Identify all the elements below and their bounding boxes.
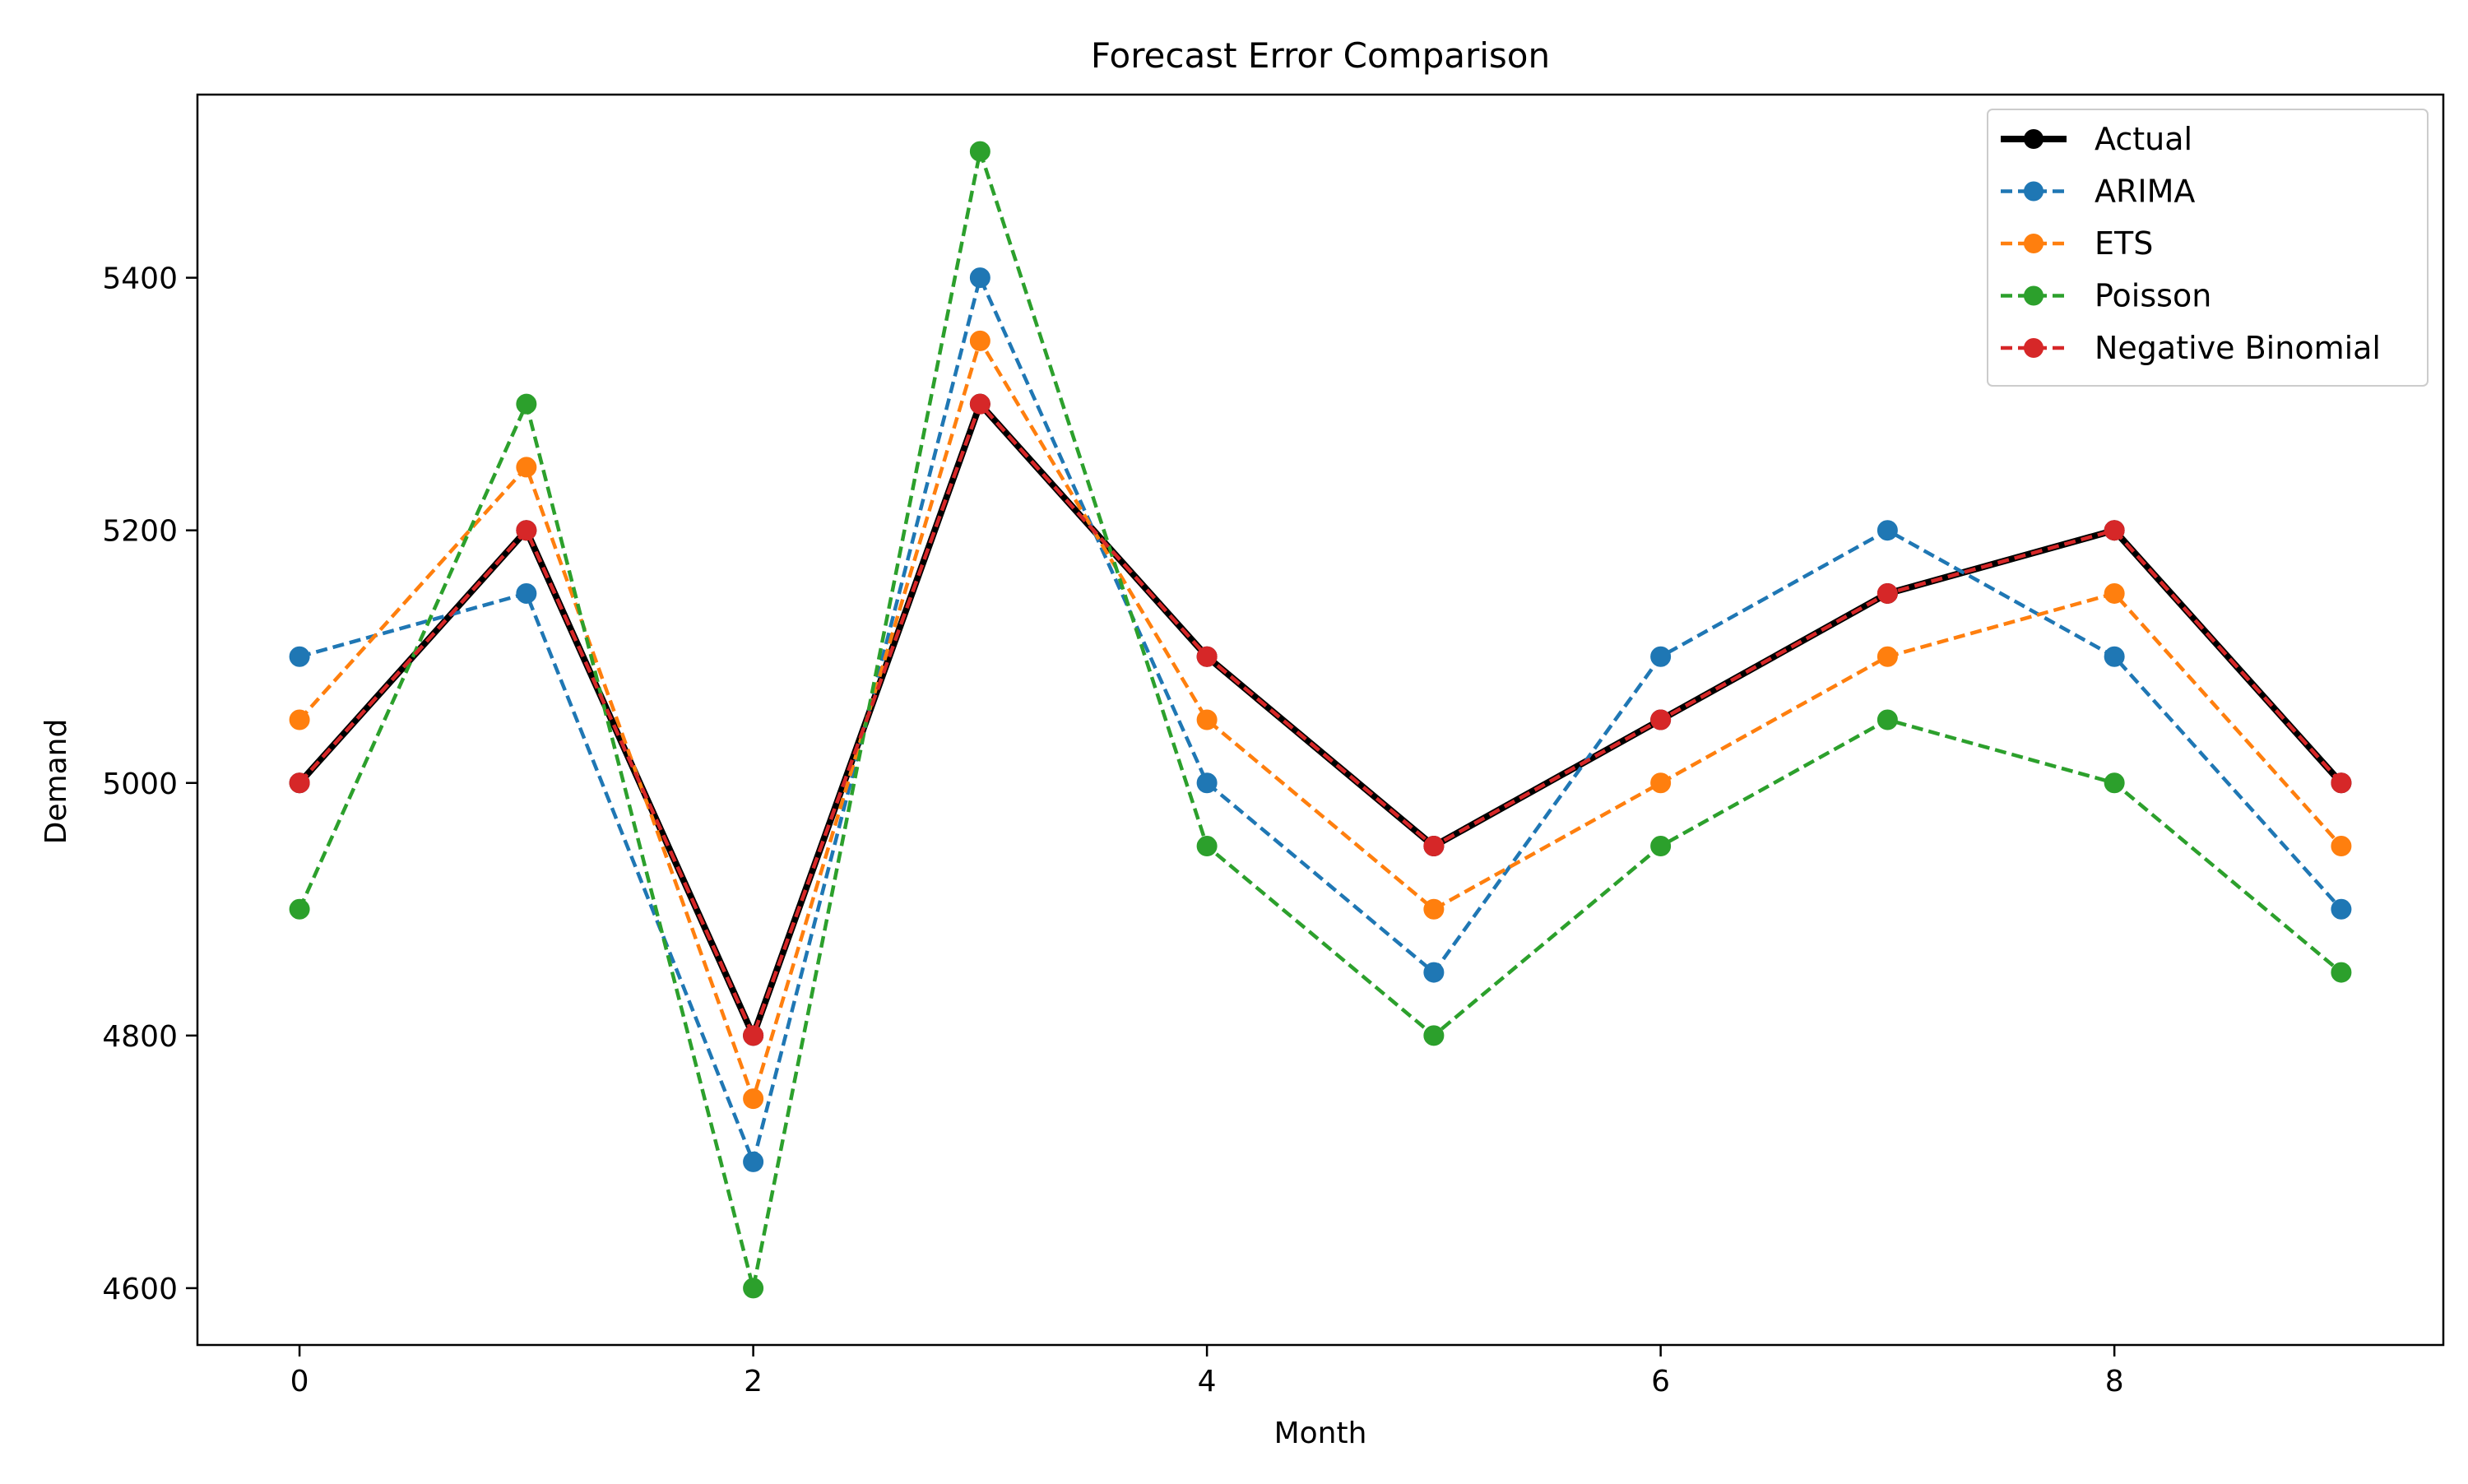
data-point-arima [1196, 772, 1218, 794]
x-tick-label: 0 [290, 1365, 309, 1398]
data-point-ets [1650, 772, 1672, 794]
data-point-ets [2104, 582, 2125, 604]
y-tick-label: 4800 [102, 1020, 178, 1054]
data-point-ets [1877, 646, 1898, 667]
legend-entry-ets: ETS [2001, 225, 2153, 262]
x-tick-label: 8 [2105, 1365, 2124, 1398]
data-point-arima [2331, 898, 2352, 920]
series-arima [289, 267, 2352, 1172]
data-point-arima [743, 1151, 764, 1172]
data-point-negative-binomial [1650, 709, 1672, 730]
legend-entry-negative-binomial: Negative Binomial [2001, 330, 2381, 366]
data-point-negative-binomial [743, 1025, 764, 1046]
axes-frame [196, 93, 2445, 1347]
data-point-negative-binomial [2104, 520, 2125, 541]
series-line-arima [299, 276, 2343, 1164]
data-point-negative-binomial [2331, 772, 2352, 794]
data-point-poisson [969, 141, 990, 162]
data-point-negative-binomial [1877, 582, 1898, 604]
data-point-poisson [1877, 709, 1898, 730]
legend-marker-ets [2024, 234, 2044, 253]
legend-marker-negative-binomial [2024, 338, 2044, 358]
data-point-arima [1650, 646, 1672, 667]
legend-label-poisson: Poisson [2095, 278, 2211, 314]
data-point-poisson [2331, 962, 2352, 983]
x-tick-label: 6 [1651, 1365, 1670, 1398]
series-poisson [289, 141, 2352, 1299]
legend-box [1987, 109, 2429, 387]
legend-marker-poisson [2024, 285, 2044, 306]
data-point-arima [969, 267, 990, 289]
data-point-arima [289, 646, 310, 667]
data-point-arima [2104, 646, 2125, 667]
data-point-negative-binomial [969, 393, 990, 415]
axes: 0 2 4 6 8 4600 4800 5000 5200 5400 [102, 93, 2445, 1398]
y-axis-label: Demand [39, 719, 73, 845]
series-line-poisson [298, 149, 2343, 1291]
data-point-poisson [743, 1278, 764, 1299]
x-tick-label: 4 [1198, 1365, 1217, 1398]
legend-label-actual: Actual [2095, 121, 2192, 157]
data-point-poisson [516, 393, 537, 415]
legend-label-negative-binomial: Negative Binomial [2095, 330, 2381, 366]
legend-entry-poisson: Poisson [2001, 278, 2211, 314]
data-point-ets [743, 1088, 764, 1110]
y-tick-label: 5200 [102, 515, 178, 549]
legend-entry-actual: Actual [2001, 121, 2192, 157]
legend-label-ets: ETS [2095, 225, 2153, 262]
legend-label-arima: ARIMA [2095, 174, 2195, 210]
data-point-ets [2331, 836, 2352, 857]
series-negative-binomial [289, 393, 2352, 1046]
data-point-ets [516, 457, 537, 478]
data-point-ets [1423, 898, 1445, 920]
data-point-poisson [289, 898, 310, 920]
data-point-arima [1423, 962, 1445, 983]
series-line-ets [298, 339, 2343, 1101]
data-point-negative-binomial [516, 520, 537, 541]
y-tick-label: 4600 [102, 1273, 178, 1306]
y-tick-label: 5400 [102, 262, 178, 296]
data-point-arima [516, 582, 537, 604]
data-point-arima [1877, 520, 1898, 541]
data-point-negative-binomial [1196, 646, 1218, 667]
legend-marker-arima [2024, 181, 2044, 202]
y-tick-label: 5000 [102, 768, 178, 801]
legend-entry-arima: ARIMA [2001, 174, 2195, 210]
series-line-negative-binomial [298, 401, 2343, 1038]
x-tick-label: 2 [744, 1365, 763, 1398]
data-point-ets [969, 330, 990, 351]
data-point-poisson [1196, 836, 1218, 857]
data-point-negative-binomial [289, 772, 310, 794]
data-point-ets [1196, 709, 1218, 730]
data-point-ets [289, 709, 310, 730]
data-point-poisson [1650, 836, 1672, 857]
legend-marker-actual [2024, 129, 2044, 149]
data-point-negative-binomial [1423, 836, 1445, 857]
series-ets [289, 330, 2352, 1110]
data-point-poisson [2104, 772, 2125, 794]
legend: Actual ARIMA ETS Poisson Negative Binomial [1987, 109, 2429, 387]
chart-title: Forecast Error Comparison [1091, 35, 1550, 76]
x-axis-label: Month [1274, 1417, 1367, 1450]
plot-area [289, 141, 2352, 1299]
data-point-poisson [1423, 1025, 1445, 1046]
